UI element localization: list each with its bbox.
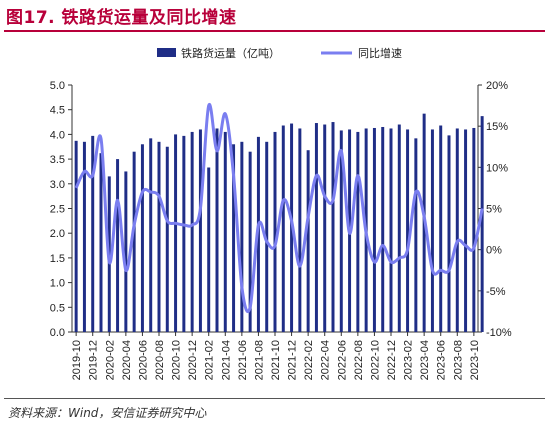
- bar: [198, 129, 202, 332]
- x-tick-label: 2020-06: [137, 340, 149, 380]
- bar: [232, 144, 236, 332]
- y-right-tick-label: 10%: [486, 162, 508, 174]
- bar: [389, 128, 393, 332]
- legend-line-label: 同比增速: [358, 46, 402, 60]
- y-left-tick-label: 4.5: [50, 105, 65, 117]
- x-tick-label: 2021-10: [270, 340, 282, 380]
- x-tick-label: 2021-02: [204, 340, 216, 380]
- bar: [91, 135, 95, 332]
- chart: 0.0 0.5 1.0 1.5 2.0 2.5 3.0 3.5 4.0 4.5 5.0 -10% -5%…: [50, 46, 512, 380]
- x-tick-label: 2022-06: [336, 340, 348, 380]
- y-left-tick-label: 5.0: [50, 80, 65, 92]
- bar: [331, 122, 335, 332]
- bar: [190, 131, 194, 332]
- x-tick-label: 2020-10: [171, 340, 183, 380]
- bar: [223, 131, 227, 332]
- bar: [406, 129, 410, 332]
- y-left-tick-label: 4.0: [50, 129, 65, 141]
- x-tick-label: 2023-02: [403, 340, 415, 380]
- bar: [99, 153, 103, 332]
- title-underline: [4, 30, 545, 32]
- bar: [356, 131, 360, 332]
- legend: 铁路货运量（亿吨） 同比增速: [157, 46, 402, 60]
- bar: [298, 128, 302, 332]
- x-tick-label: 2023-08: [452, 340, 464, 380]
- source-divider: [4, 398, 545, 399]
- bar: [82, 141, 86, 332]
- x-tick-label: 2023-04: [419, 340, 431, 380]
- x-tick-label: 2020-02: [104, 340, 116, 380]
- bar: [430, 129, 434, 332]
- bar: [74, 140, 78, 332]
- y-right-tick-label: -5%: [486, 286, 506, 298]
- y-right-tick-label: -10%: [486, 327, 512, 339]
- bar: [397, 124, 401, 333]
- bar: [140, 144, 144, 332]
- x-tick-label: 2022-02: [303, 340, 315, 380]
- y-left-tick-label: 2.5: [50, 204, 65, 216]
- bar: [132, 151, 136, 332]
- bar: [480, 116, 484, 332]
- y-right-tick-label: 20%: [486, 80, 508, 92]
- y-left-tick-label: 3.5: [50, 154, 65, 166]
- bar: [116, 159, 120, 332]
- y-left-tick-label: 3.0: [50, 179, 65, 191]
- x-tick-label: 2020-08: [154, 340, 166, 380]
- y-left-tick-label: 1.0: [50, 278, 65, 290]
- bar: [439, 125, 443, 333]
- bar: [306, 150, 310, 332]
- bar: [281, 125, 285, 333]
- x-tick-label: 2021-12: [287, 340, 299, 380]
- x-tick-label: 2021-08: [253, 340, 265, 380]
- x-tick-label: 2022-04: [320, 340, 332, 380]
- axes: 0.0 0.5 1.0 1.5 2.0 2.5 3.0 3.5 4.0 4.5 5.0 -10% -5%…: [50, 80, 512, 380]
- x-tick-label: 2020-12: [187, 340, 199, 380]
- bar: [215, 128, 219, 332]
- legend-bar-label: 铁路货运量（亿吨）: [181, 46, 280, 60]
- bar: [248, 151, 252, 332]
- bar: [381, 126, 385, 333]
- x-tick-label: 2022-08: [353, 340, 365, 380]
- x-tick-label: 2022-10: [369, 340, 381, 380]
- x-tick-label: 2022-12: [386, 340, 398, 380]
- bar: [182, 135, 186, 332]
- bar: [174, 134, 178, 332]
- x-tick-label: 2019-10: [71, 340, 83, 380]
- legend-bar-swatch: [157, 48, 176, 57]
- bar: [165, 146, 169, 332]
- x-tick-label: 2023-10: [469, 340, 481, 380]
- bar: [414, 138, 418, 332]
- bar: [472, 127, 476, 332]
- line-series: [74, 103, 484, 314]
- y-right-tick-label: 0%: [486, 245, 502, 257]
- source-note: 资料来源：Wind，安信证券研究中心: [8, 406, 207, 420]
- x-tick-label: 2021-06: [237, 340, 249, 380]
- x-tick-label: 2020-04: [121, 340, 133, 380]
- bar: [124, 171, 128, 332]
- bar: [455, 128, 459, 332]
- bar: [157, 141, 161, 332]
- bar: [240, 141, 244, 332]
- y-left-tick-label: 0.0: [50, 327, 65, 339]
- bar: [372, 127, 376, 332]
- bar: [265, 141, 269, 332]
- y-left-tick-label: 1.5: [50, 253, 65, 265]
- y-left-tick-label: 2.0: [50, 228, 65, 240]
- bar: [149, 138, 153, 332]
- bar: [207, 167, 211, 332]
- x-tick-label: 2023-06: [436, 340, 448, 380]
- bar: [323, 124, 327, 333]
- bar: [464, 129, 468, 332]
- growth-line: [74, 103, 484, 314]
- bar: [273, 131, 277, 332]
- bar: [314, 123, 318, 333]
- chart-title: 图17. 铁路货运量及同比增速: [6, 8, 237, 28]
- y-right-tick-label: 5%: [486, 204, 502, 216]
- bar: [339, 130, 343, 332]
- bar: [447, 135, 451, 332]
- y-left-tick-label: 0.5: [50, 302, 65, 314]
- y-right-tick-label: 15%: [486, 121, 508, 133]
- x-tick-label: 2019-12: [88, 340, 100, 380]
- x-tick-label: 2021-04: [220, 340, 232, 380]
